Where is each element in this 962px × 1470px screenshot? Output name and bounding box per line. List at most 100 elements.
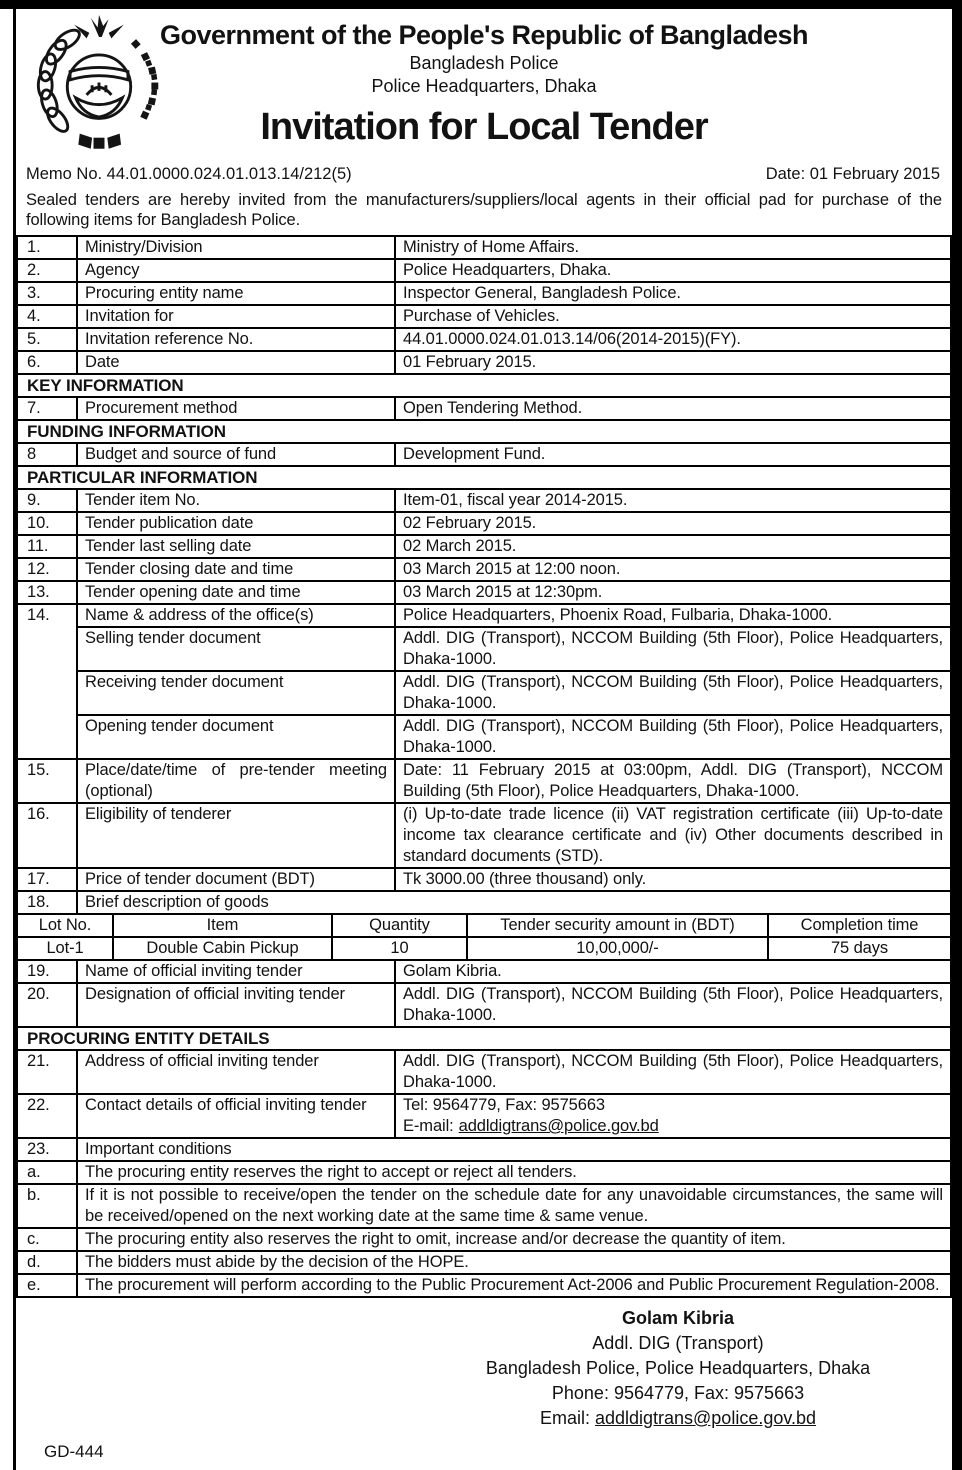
row-value: Addl. DIG (Transport), NCCOM Building (5… bbox=[394, 626, 952, 672]
condition-row: a. The procuring entity reserves the righ… bbox=[16, 1160, 952, 1185]
row-label: Tender opening date and time bbox=[76, 580, 396, 605]
row-value: Police Headquarters, Phoenix Road, Fulba… bbox=[394, 603, 952, 628]
row-number: 6. bbox=[16, 350, 78, 375]
row-number: 21. bbox=[16, 1049, 78, 1095]
row-value: Addl. DIG (Transport), NCCOM Building (5… bbox=[394, 670, 952, 716]
condition-row: e. The procurement will perform according… bbox=[16, 1273, 952, 1298]
form-code: GD-444 bbox=[44, 1442, 104, 1461]
row-value: Development Fund. bbox=[394, 442, 952, 467]
table-row: 21. Address of official inviting tender Ad… bbox=[16, 1049, 952, 1095]
table-row: 4. Invitation for Purchase of Vehicles. bbox=[16, 304, 952, 329]
row-value: 02 February 2015. bbox=[394, 511, 952, 536]
org-name: Bangladesh Police bbox=[409, 53, 559, 73]
table-row: 12. Tender closing date and time 03 March … bbox=[16, 557, 952, 582]
condition-letter: d. bbox=[16, 1250, 78, 1275]
table-row: 23. Important conditions bbox=[16, 1137, 952, 1162]
lot-quantity-cell: 10 bbox=[331, 936, 468, 961]
section-row: FUNDING INFORMATION bbox=[16, 419, 952, 444]
document-title: Invitation for Local Tender bbox=[260, 106, 708, 148]
condition-letter: e. bbox=[16, 1273, 78, 1298]
row-number: 7. bbox=[16, 396, 78, 421]
row-value: Date: 11 February 2015 at 03:00pm, Addl.… bbox=[394, 758, 952, 804]
row-label: Tender closing date and time bbox=[76, 557, 396, 582]
section-heading: KEY INFORMATION bbox=[16, 373, 952, 398]
table-row: 22. Contact details of official inviting… bbox=[16, 1093, 952, 1139]
row-value: Purchase of Vehicles. bbox=[394, 304, 952, 329]
row-number: 8 bbox=[16, 442, 78, 467]
row-value: 03 March 2015 at 12:00 noon. bbox=[394, 557, 952, 582]
signatory-email-link[interactable]: addldigtrans@police.gov.bd bbox=[594, 1408, 817, 1428]
row-number: 18. bbox=[16, 890, 78, 915]
row-number: 9. bbox=[16, 488, 78, 513]
row-value: 02 March 2015. bbox=[394, 534, 952, 559]
signature-block: Golam Kibria Addl. DIG (Transport) Bangl… bbox=[418, 1306, 938, 1431]
lot-security-cell: 10,00,000/- bbox=[466, 936, 769, 961]
row-label: Invitation reference No. bbox=[76, 327, 396, 352]
condition-text: The procuring entity reserves the right … bbox=[76, 1160, 952, 1185]
row-label: Agency bbox=[76, 258, 396, 283]
row-label: Ministry/Division bbox=[76, 235, 396, 260]
contact-email-line: E-mail: addldigtrans@police.gov.bd bbox=[403, 1116, 943, 1136]
row-label: Procuring entity name bbox=[76, 281, 396, 306]
signatory-org: Bangladesh Police, Police Headquarters, … bbox=[485, 1358, 871, 1378]
row-label: Place/date/time of pre-tender meeting (o… bbox=[76, 758, 396, 804]
row-number: 1. bbox=[16, 235, 78, 260]
table-row: 16. Eligibility of tenderer (i) Up-to-date… bbox=[16, 802, 952, 869]
table-subrow: Opening tender document Addl. DIG (Transp… bbox=[17, 714, 952, 760]
row-label: Receiving tender document bbox=[76, 670, 396, 716]
lot-data-row: Lot-1 Double Cabin Pickup 10 10,00,000/-… bbox=[16, 936, 952, 961]
lot-table: Lot No. Item Quantity Tender security am… bbox=[16, 913, 952, 961]
signatory-phone: Phone: 9564779, Fax: 9575663 bbox=[551, 1383, 805, 1403]
row-value: Police Headquarters, Dhaka. bbox=[394, 258, 952, 283]
intro-paragraph: Sealed tenders are hereby invited from t… bbox=[26, 191, 942, 229]
row-number: 16. bbox=[16, 802, 78, 869]
hq-location: Police Headquarters, Dhaka bbox=[371, 76, 597, 96]
table-row: 3. Procuring entity name Inspector General… bbox=[16, 281, 952, 306]
condition-text: The procuring entity also reserves the r… bbox=[76, 1227, 952, 1252]
condition-row: d. The bidders must abide by the decision… bbox=[16, 1250, 952, 1275]
scan-right-edge bbox=[952, 0, 962, 1470]
row-label: Procurement method bbox=[76, 396, 396, 421]
table-row: 14. Name & address of the office(s) Police… bbox=[16, 603, 952, 760]
contact-email-link[interactable]: addldigtrans@police.gov.bd bbox=[458, 1117, 659, 1135]
row-number: 3. bbox=[16, 281, 78, 306]
government-title: Government of the People's Republic of B… bbox=[159, 20, 809, 50]
row-label: Price of tender document (BDT) bbox=[76, 867, 396, 892]
row-label: Designation of official inviting tender bbox=[76, 982, 396, 1028]
lot-header-cell: Quantity bbox=[331, 913, 468, 938]
row-label: Tender publication date bbox=[76, 511, 396, 536]
email-label: Email: bbox=[539, 1408, 590, 1428]
lot-header-cell: Completion time bbox=[767, 913, 952, 938]
bangladesh-police-emblem-icon bbox=[30, 15, 168, 157]
row-value: Tel: 9564779, Fax: 9575663 E-mail: addldi… bbox=[394, 1093, 952, 1139]
row-label: Tender last selling date bbox=[76, 534, 396, 559]
lot-number-cell: Lot-1 bbox=[16, 936, 114, 961]
condition-letter: a. bbox=[16, 1160, 78, 1185]
condition-text: If it is not possible to receive/open th… bbox=[76, 1183, 952, 1229]
contact-tel-fax: Tel: 9564779, Fax: 9575663 bbox=[403, 1096, 605, 1114]
condition-letter: b. bbox=[16, 1183, 78, 1229]
row-number: 19. bbox=[16, 959, 78, 984]
table-row: 6. Date 01 February 2015. bbox=[16, 350, 952, 375]
scan-top-edge bbox=[0, 0, 962, 9]
section-heading: FUNDING INFORMATION bbox=[16, 419, 952, 444]
tender-info-table: 1. Ministry/Division Ministry of Home Affa… bbox=[16, 235, 952, 915]
table-row: 2. Agency Police Headquarters, Dhaka. bbox=[16, 258, 952, 283]
row-value: (i) Up-to-date trade licence (ii) VAT re… bbox=[394, 802, 952, 869]
row-label: Address of official inviting tender bbox=[76, 1049, 396, 1095]
row-value: Golam Kibria. bbox=[394, 959, 952, 984]
lot-header-cell: Lot No. bbox=[16, 913, 114, 938]
condition-text: The procurement will perform according t… bbox=[76, 1273, 952, 1298]
row-number: 4. bbox=[16, 304, 78, 329]
row-label: Date bbox=[76, 350, 396, 375]
row-label: Invitation for bbox=[76, 304, 396, 329]
row-value: Tk 3000.00 (three thousand) only. bbox=[394, 867, 952, 892]
row-number: 13. bbox=[16, 580, 78, 605]
row-label: Contact details of official inviting ten… bbox=[76, 1093, 396, 1139]
memo-date: Date: 01 February 2015 bbox=[765, 165, 940, 183]
lot-completion-cell: 75 days bbox=[767, 936, 952, 961]
table-row: 8 Budget and source of fund Development Fu… bbox=[16, 442, 952, 467]
signatory-designation: Addl. DIG (Transport) bbox=[592, 1333, 764, 1353]
row-value: Open Tendering Method. bbox=[394, 396, 952, 421]
